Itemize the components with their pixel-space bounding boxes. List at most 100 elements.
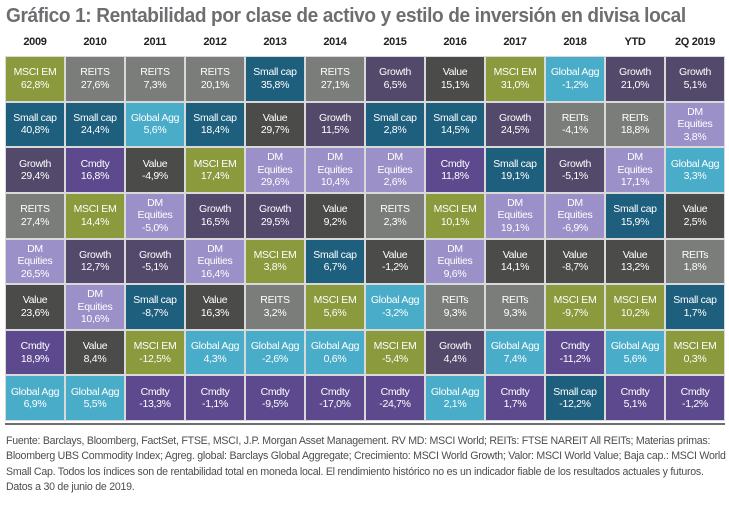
return-value: -4,1%	[562, 124, 588, 137]
return-cell: REITs -4,1%	[545, 101, 605, 148]
asset-label: DM Equities	[677, 105, 713, 131]
return-cell: Small cap 6,7%	[305, 238, 365, 285]
return-cell: Cmdty 1,7%	[485, 375, 545, 421]
asset-label: Value	[622, 248, 648, 261]
return-value: 1,7%	[683, 306, 707, 319]
return-cell: Global Agg 5,6%	[605, 329, 665, 376]
return-value: 11,8%	[441, 170, 469, 183]
asset-label: REITs	[501, 294, 529, 307]
return-cell: Cmdty 11,8%	[425, 147, 485, 193]
return-cell: DM Equities 9,6%	[425, 238, 485, 285]
return-value: 27,6%	[80, 78, 110, 91]
return-cell: Growth 4,4%	[425, 329, 485, 376]
return-cell: Value -1,2%	[365, 238, 425, 285]
asset-label: Small cap	[193, 111, 237, 124]
return-value: 19,1%	[500, 170, 530, 183]
asset-label: REITS	[20, 203, 50, 216]
asset-label: Small cap	[313, 248, 357, 261]
asset-label: Small cap	[673, 294, 717, 307]
return-cell: Value 16,3%	[185, 284, 245, 330]
return-value: -5,1%	[142, 261, 168, 274]
return-cell: Growth 12,7%	[65, 238, 125, 285]
return-value: -24,7%	[379, 398, 411, 411]
return-value: 2,5%	[683, 215, 707, 228]
return-value: 1,8%	[683, 261, 707, 274]
asset-label: Global Agg	[670, 157, 720, 170]
return-value: 3,8%	[263, 261, 287, 274]
return-value: -1,2%	[562, 78, 588, 91]
asset-label: Global Agg	[610, 340, 660, 353]
return-value: 26,5%	[20, 267, 50, 280]
return-cell: Small cap -8,7%	[125, 284, 185, 330]
return-cell: Value 9,2%	[305, 192, 365, 239]
return-value: 14,1%	[500, 261, 530, 274]
return-value: 5,1%	[683, 78, 707, 91]
return-cell: Small cap 2,8%	[365, 101, 425, 148]
asset-label: Cmdty	[380, 385, 410, 398]
return-cell: Growth 29,4%	[5, 147, 65, 193]
return-value: 21,0%	[620, 78, 650, 91]
return-cell: Global Agg 6,9%	[5, 375, 65, 421]
return-cell: DM Equities -6,9%	[545, 192, 605, 239]
asset-label: Global Agg	[370, 294, 420, 307]
asset-label: DM Equities	[377, 151, 413, 176]
asset-label: Value	[682, 203, 708, 216]
return-value: 23,6%	[20, 306, 50, 319]
return-value: -5,0%	[142, 221, 168, 234]
return-value: 29,6%	[260, 176, 290, 189]
asset-label: REITs	[681, 248, 709, 261]
asset-label: MSCI EM	[313, 294, 357, 307]
return-value: -1,2%	[682, 398, 708, 411]
return-cell: DM Equities -5,0%	[125, 192, 185, 239]
return-value: -6,9%	[562, 221, 588, 234]
column-header: 2013	[263, 36, 287, 48]
return-value: -9,5%	[262, 398, 288, 411]
asset-label: MSCI EM	[553, 294, 597, 307]
return-value: 5,1%	[623, 398, 647, 411]
return-cell: REITs 9,3%	[425, 284, 485, 330]
asset-label: Growth	[18, 157, 52, 170]
return-cell: Small cap 19,1%	[485, 147, 545, 193]
return-value: 10,2%	[620, 306, 650, 319]
return-cell: MSCI EM 17,4%	[185, 147, 245, 193]
return-cell: Value 13,2%	[605, 238, 665, 285]
asset-label: REITs	[561, 111, 589, 124]
return-value: -11,2%	[559, 352, 591, 365]
asset-label: Global Agg	[190, 340, 240, 353]
return-cell: Growth -5,1%	[545, 147, 605, 193]
return-cell: MSCI EM 10,2%	[605, 284, 665, 330]
asset-label: Small cap	[133, 294, 177, 307]
asset-label: Global Agg	[10, 385, 60, 398]
asset-label: Value	[262, 111, 288, 124]
return-cell: Cmdty 5,1%	[605, 375, 665, 421]
return-cell: MSCI EM 3,8%	[245, 238, 305, 285]
asset-label: Growth	[558, 157, 592, 170]
asset-label: Cmdty	[680, 385, 710, 398]
asset-label: Growth	[78, 248, 112, 261]
asset-label: REITS	[320, 66, 350, 79]
column-header: 2015	[383, 36, 407, 48]
return-value: 15,9%	[620, 215, 650, 228]
return-cell: Small cap 1,7%	[665, 284, 725, 330]
return-cell: REITS 27,6%	[65, 56, 125, 102]
return-cell: Global Agg -1,2%	[545, 56, 605, 102]
asset-label: MSCI EM	[373, 340, 417, 353]
return-cell: Growth -5,1%	[125, 238, 185, 285]
asset-label: MSCI EM	[433, 203, 477, 216]
return-cell: DM Equities 26,5%	[5, 238, 65, 285]
return-value: 13,2%	[620, 261, 650, 274]
asset-label: MSCI EM	[253, 248, 297, 261]
return-cell: REITS 2,3%	[365, 192, 425, 239]
asset-label: Cmdty	[140, 385, 170, 398]
asset-label: Value	[202, 294, 228, 307]
column-header: 2017	[503, 36, 527, 48]
return-value: 20,1%	[200, 78, 230, 91]
asset-label: REITS	[380, 203, 410, 216]
return-cell: Small cap -12,2%	[545, 375, 605, 421]
footnote: Fuente: Barclays, Bloomberg, FactSet, FT…	[6, 435, 726, 494]
return-value: 6,7%	[323, 261, 347, 274]
return-value: -5,4%	[382, 352, 408, 365]
return-value: 3,3%	[683, 170, 707, 183]
column-header: 2012	[203, 36, 227, 48]
asset-label: REITs	[441, 294, 469, 307]
